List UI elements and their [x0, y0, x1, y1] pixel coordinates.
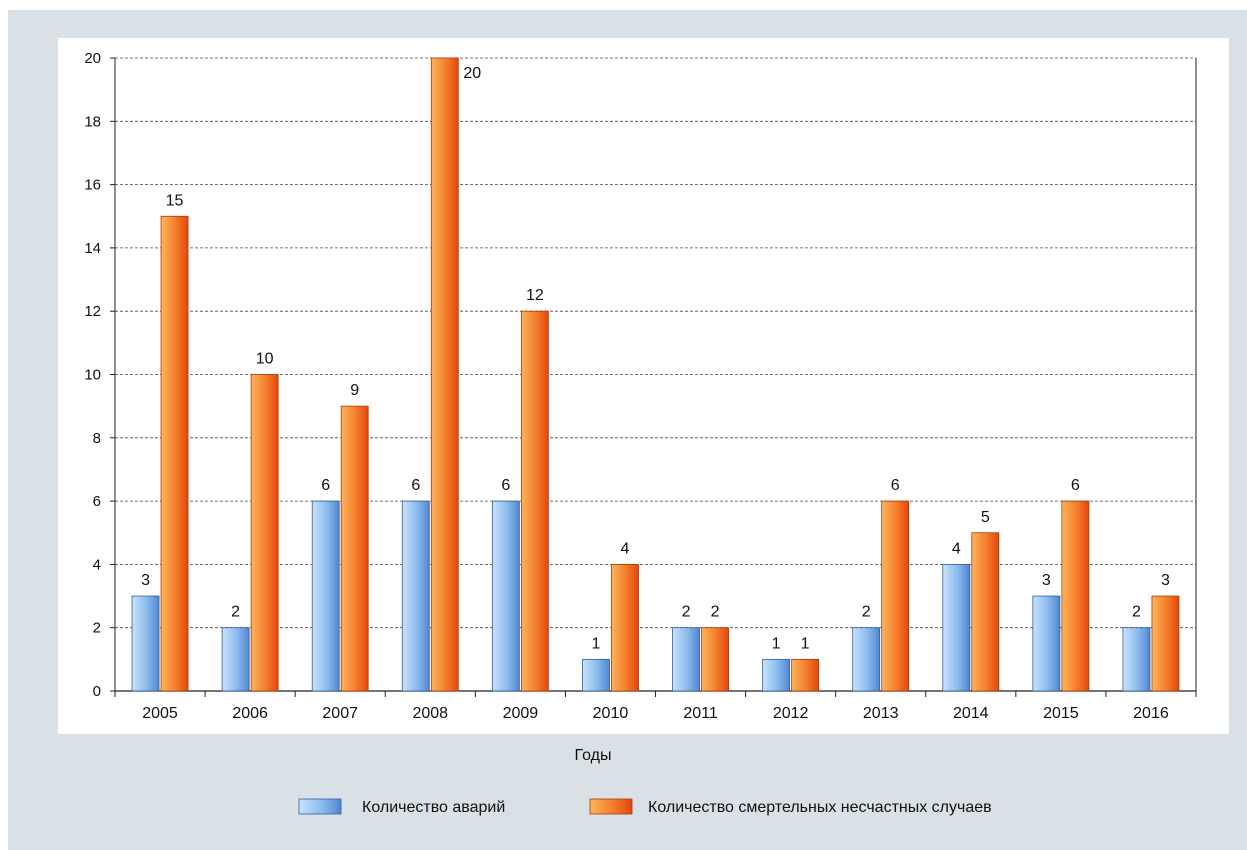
- y-tick-label: 18: [84, 113, 101, 130]
- data-label: 3: [1042, 572, 1051, 589]
- data-label: 6: [411, 477, 420, 494]
- x-tick-label: 2007: [322, 705, 358, 722]
- y-tick-label: 4: [93, 556, 101, 573]
- bar-fatalities: [251, 375, 278, 692]
- bar-accidents: [1123, 628, 1150, 691]
- data-label: 5: [981, 509, 990, 526]
- data-label: 10: [256, 351, 274, 368]
- data-label: 15: [166, 192, 184, 209]
- bar-accidents: [673, 628, 700, 691]
- data-label: 6: [1071, 477, 1080, 494]
- x-tick-label: 2016: [1133, 705, 1169, 722]
- y-tick-label: 16: [84, 177, 101, 194]
- y-tick-label: 0: [93, 683, 101, 700]
- bar-fatalities: [161, 216, 188, 691]
- data-label: 6: [501, 477, 510, 494]
- x-axis-title: Годы: [575, 747, 612, 764]
- x-tick-label: 2013: [863, 705, 899, 722]
- x-tick-label: 2005: [142, 705, 178, 722]
- y-tick-label: 12: [84, 303, 101, 320]
- bar-fatalities: [431, 58, 458, 691]
- bar-fatalities: [611, 564, 638, 691]
- x-tick-label: 2008: [412, 705, 448, 722]
- data-label: 4: [952, 540, 961, 557]
- bar-accidents: [943, 564, 970, 691]
- x-tick-label: 2011: [683, 705, 718, 722]
- bar-fatalities: [521, 311, 548, 691]
- x-tick-label: 2010: [593, 705, 629, 722]
- x-tick-label: 2009: [503, 705, 539, 722]
- data-label: 2: [231, 604, 240, 621]
- bar-fatalities: [702, 628, 729, 691]
- data-label: 2: [1132, 604, 1141, 621]
- bar-fatalities: [1152, 596, 1179, 691]
- y-tick-label: 10: [84, 367, 101, 384]
- x-tick-label: 2006: [232, 705, 268, 722]
- data-label: 2: [862, 604, 871, 621]
- y-tick-label: 8: [93, 430, 101, 447]
- x-tick-label: 2014: [953, 705, 989, 722]
- legend: Количество аварий Количество смертельных …: [299, 799, 992, 816]
- legend-swatch-accidents: [299, 799, 341, 814]
- data-label: 12: [526, 287, 544, 304]
- bar-accidents: [853, 628, 880, 691]
- bar-fatalities: [341, 406, 368, 691]
- data-label: 3: [1161, 572, 1170, 589]
- bar-accidents: [312, 501, 339, 691]
- data-label: 1: [592, 635, 601, 652]
- y-tick-label: 2: [93, 620, 101, 637]
- x-tick-label: 2012: [773, 705, 809, 722]
- data-label: 1: [801, 635, 810, 652]
- data-label: 6: [321, 477, 330, 494]
- x-tick-label: 2015: [1043, 705, 1079, 722]
- data-label: 2: [711, 604, 720, 621]
- bar-fatalities: [792, 659, 819, 691]
- bar-accidents: [1033, 596, 1060, 691]
- data-label: 20: [463, 65, 481, 82]
- legend-swatch-fatalities: [590, 799, 632, 814]
- y-tick-label: 20: [84, 50, 101, 67]
- bar-accidents: [402, 501, 429, 691]
- data-label: 1: [772, 635, 781, 652]
- data-label: 9: [350, 382, 359, 399]
- bar-accidents: [492, 501, 519, 691]
- bar-accidents: [582, 659, 609, 691]
- bar-accidents: [763, 659, 790, 691]
- bar-fatalities: [882, 501, 909, 691]
- bar-fatalities: [972, 533, 999, 691]
- legend-label-accidents: Количество аварий: [362, 799, 505, 816]
- data-label: 2: [682, 604, 691, 621]
- data-label: 6: [891, 477, 900, 494]
- y-tick-label: 6: [93, 493, 101, 510]
- data-label: 3: [141, 572, 150, 589]
- data-label: 4: [621, 540, 630, 557]
- bar-fatalities: [1062, 501, 1089, 691]
- bar-accidents: [132, 596, 159, 691]
- legend-label-fatalities: Количество смертельных несчастных случае…: [648, 799, 992, 816]
- bar-accidents: [222, 628, 249, 691]
- y-tick-label: 14: [84, 240, 101, 257]
